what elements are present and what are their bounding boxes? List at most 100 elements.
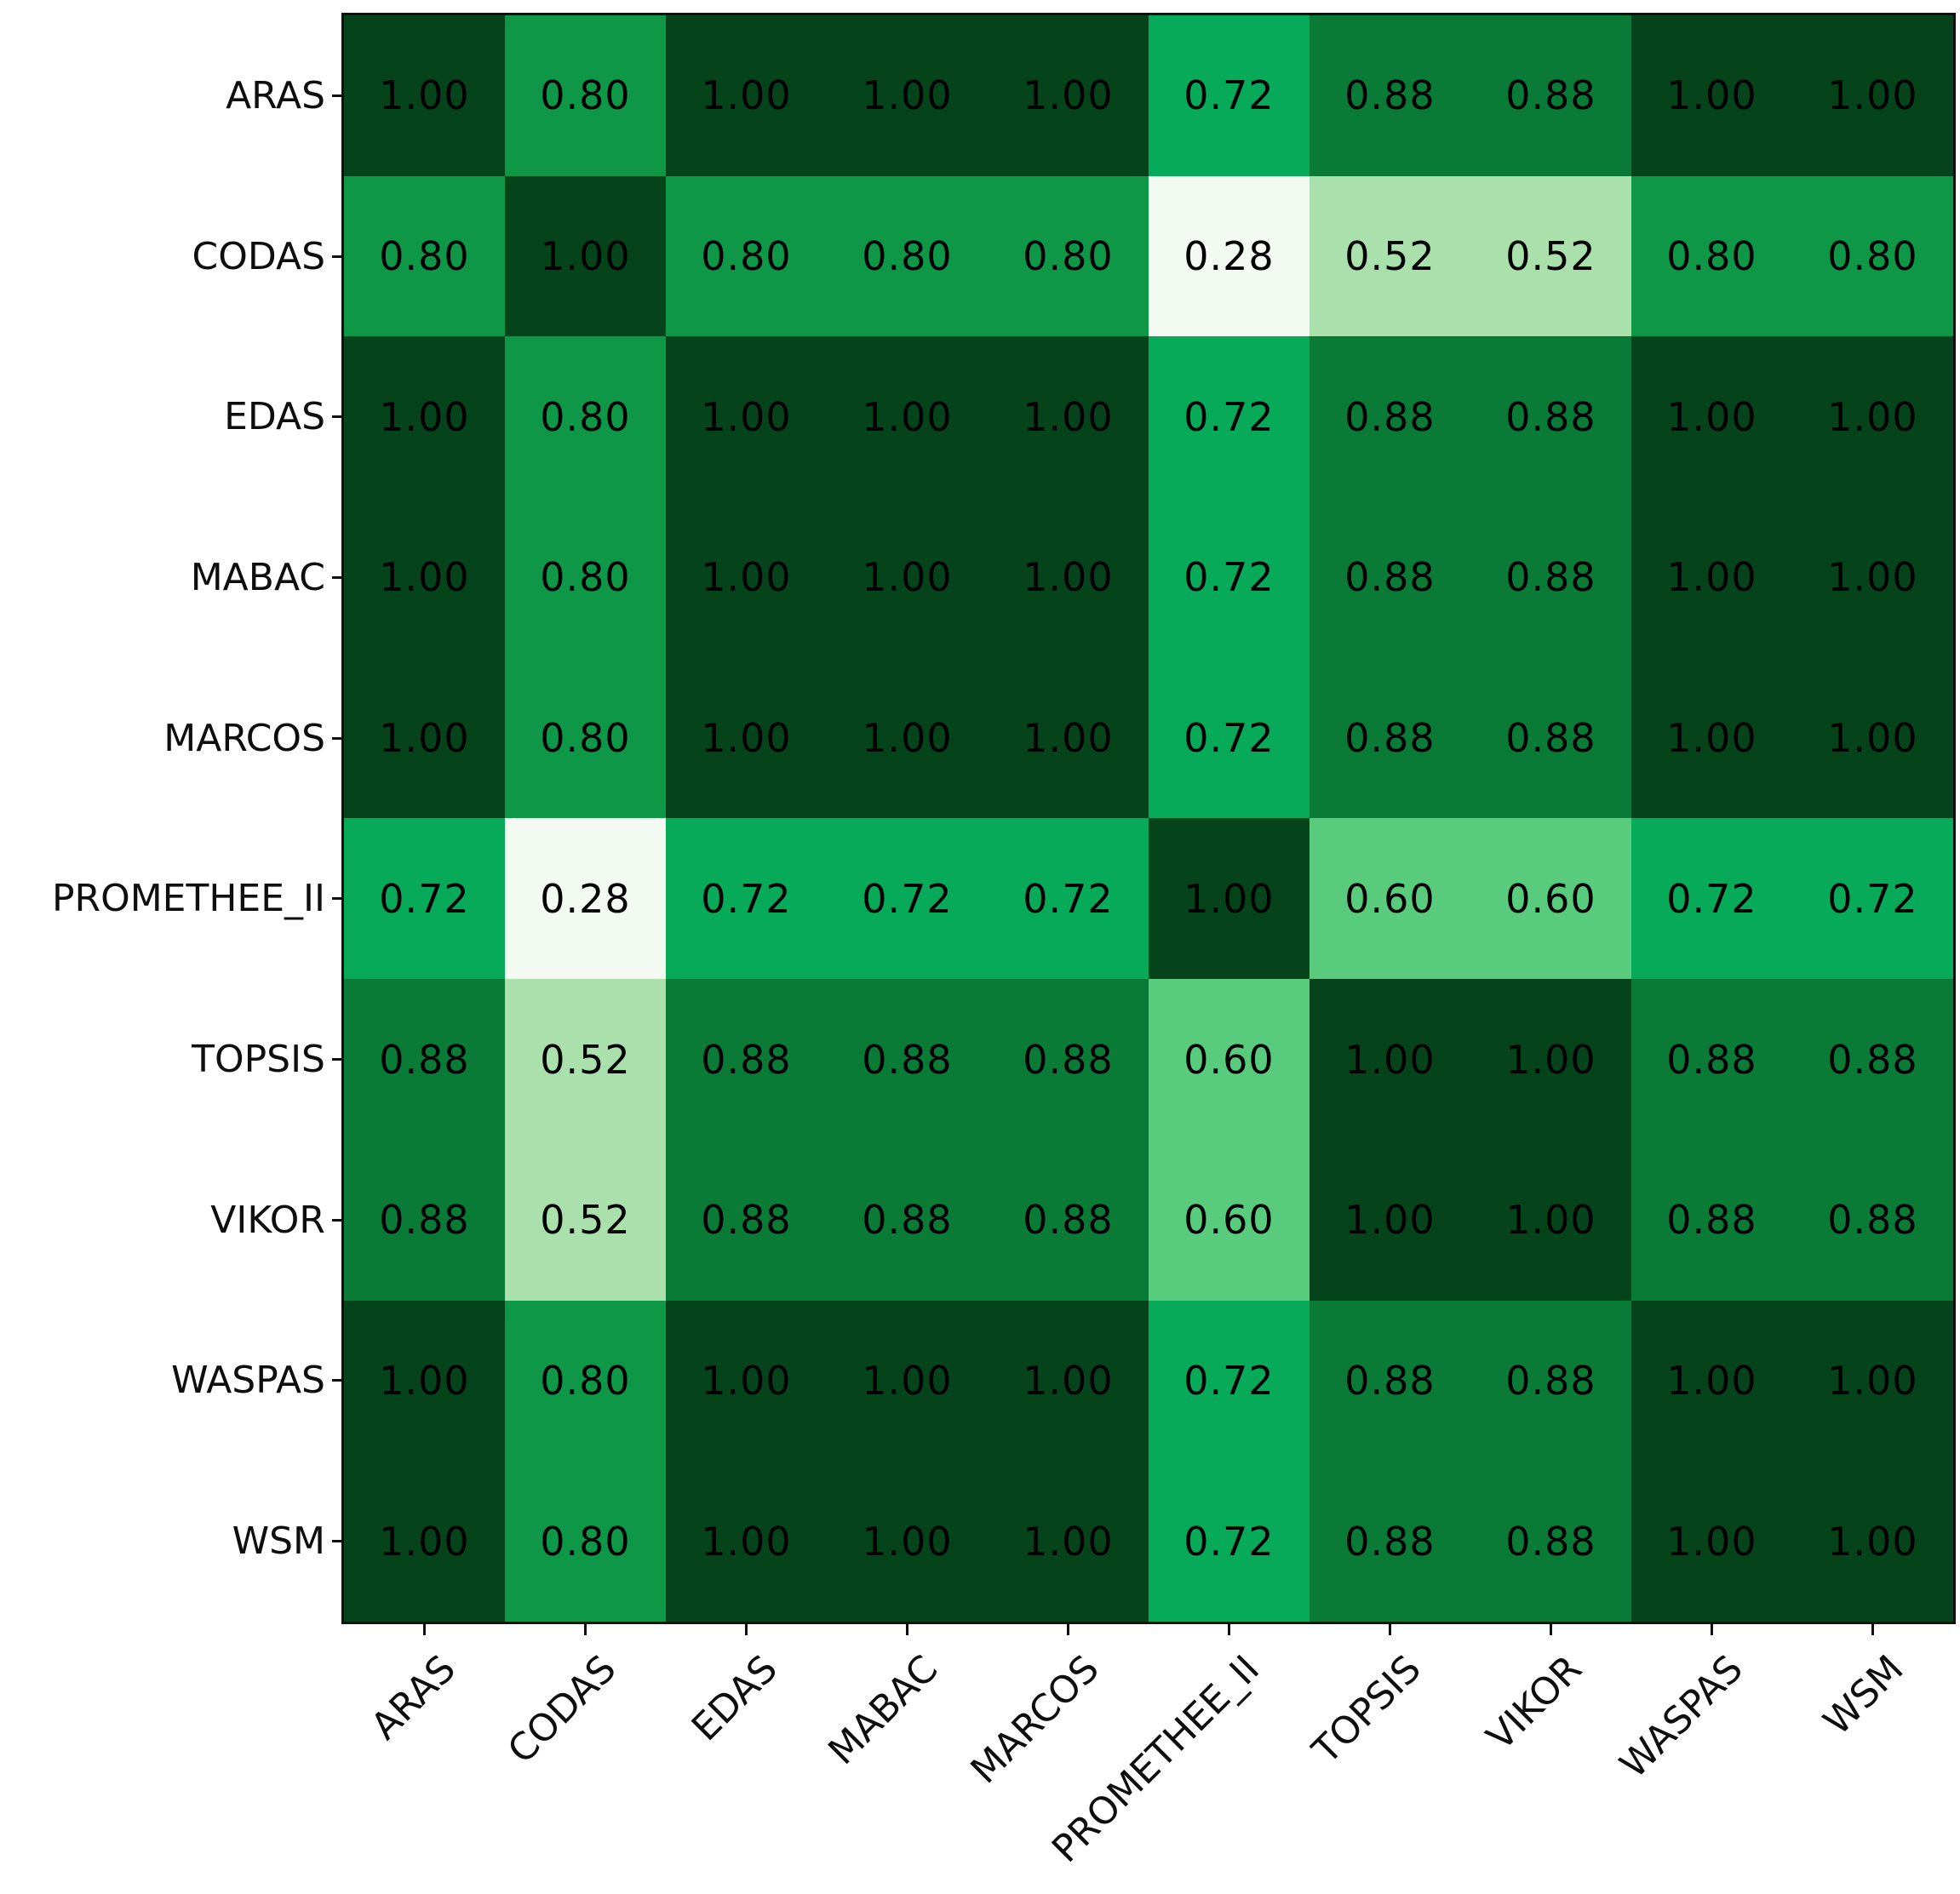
cell-value: 0.60 [1183,1036,1275,1083]
heatmap-cell: 1.00 [988,1300,1149,1462]
heatmap-cell: 0.88 [1310,1461,1470,1622]
cell-value: 0.72 [701,875,792,922]
cell-value: 1.00 [701,554,792,601]
heatmap-cell: 1.00 [1470,1139,1631,1301]
y-axis-labels: ARAS CODAS EDAS MABAC MARCOS PROMETHEE_II TOPS… [0,15,325,1622]
cell-value: 1.00 [1827,1518,1918,1565]
cell-value: 0.72 [1183,393,1275,440]
cell-value: 0.88 [379,1036,470,1083]
heatmap-cell: 0.80 [827,175,988,337]
x-tick [906,1622,908,1635]
cell-value: 0.52 [540,1197,631,1244]
heatmap-cell: 0.72 [1149,497,1310,658]
x-tick [423,1622,426,1635]
cell-value: 1.00 [862,554,953,601]
cell-value: 0.28 [540,875,631,922]
heatmap-cell: 1.00 [988,15,1149,176]
cell-value: 1.00 [701,393,792,440]
x-tick [1550,1622,1552,1635]
heatmap-cell: 0.88 [1470,336,1631,498]
y-tick [332,736,344,740]
cell-value: 0.88 [1505,1518,1596,1565]
cell-value: 0.88 [862,1036,953,1083]
cell-value: 1.00 [1666,1357,1757,1404]
row-label-topsis: TOPSIS [192,1038,325,1082]
heatmap-cell: 1.00 [988,1461,1149,1622]
heatmap-cell: 1.00 [988,497,1149,658]
cell-value: 0.88 [1505,715,1596,762]
heatmap-cell: 0.88 [827,979,988,1140]
x-tick [745,1622,748,1635]
cell-value: 1.00 [1023,72,1114,119]
cell-value: 1.00 [1023,393,1114,440]
row-label-wsm: WSM [232,1519,325,1564]
heatmap-cell: 1.00 [1631,497,1792,658]
cell-value: 1.00 [1827,1357,1918,1404]
heatmap-cell: 0.28 [1149,175,1310,337]
heatmap-cell: 0.72 [1149,1300,1310,1462]
cell-value: 1.00 [379,1518,470,1565]
heatmap-cell: 0.72 [1631,818,1792,980]
heatmap-cell: 1.00 [1792,15,1953,176]
heatmap-cell: 1.00 [1792,1300,1953,1462]
cell-value: 0.52 [1344,233,1436,280]
cell-value: 0.88 [1023,1036,1114,1083]
cell-value: 0.88 [1505,72,1596,119]
heatmap-cell: 0.72 [827,818,988,980]
row-label-vikor: VIKOR [210,1198,325,1242]
heatmap-cell: 0.88 [1310,657,1470,819]
heatmap-cell: 0.80 [344,175,505,337]
cell-value: 0.88 [1023,1197,1114,1244]
cell-value: 1.00 [701,72,792,119]
col-label-vikor: VIKOR [1478,1647,1590,1760]
heatmap-cell: 0.52 [1470,175,1631,337]
cell-value: 0.60 [1505,875,1596,922]
cell-value: 0.88 [1827,1036,1918,1083]
cell-value: 0.80 [1827,233,1918,280]
heatmap-cell: 1.00 [666,15,827,176]
cell-value: 0.80 [540,393,631,440]
cell-value: 1.00 [862,1357,953,1404]
cell-value: 0.72 [1183,554,1275,601]
heatmap-cell: 0.88 [1470,15,1631,176]
cell-value: 1.00 [701,1518,792,1565]
cell-value: 0.72 [862,875,953,922]
cell-value: 1.00 [1827,554,1918,601]
cell-value: 1.00 [540,233,631,280]
heatmap-cell: 1.00 [1631,657,1792,819]
cell-value: 0.88 [701,1197,792,1244]
cell-value: 0.72 [1183,715,1275,762]
heatmap-cell: 0.80 [1792,175,1953,337]
cell-value: 1.00 [1666,72,1757,119]
heatmap-cell: 0.80 [505,657,666,819]
heatmap-cell: 0.80 [666,175,827,337]
cell-value: 0.88 [1344,72,1436,119]
heatmap-cell: 0.72 [344,818,505,980]
cell-value: 0.60 [1344,875,1436,922]
heatmap-cell: 1.00 [666,1461,827,1622]
cell-value: 0.80 [862,233,953,280]
col-label-topsis: TOPSIS [1304,1647,1430,1773]
heatmap-cell: 1.00 [1792,1461,1953,1622]
cell-value: 1.00 [379,1357,470,1404]
heatmap-cell: 0.88 [1470,497,1631,658]
col-label-marcos: MARCOS [962,1647,1108,1793]
cell-value: 1.00 [1827,72,1918,119]
cell-value: 0.80 [540,715,631,762]
heatmap-cell: 1.00 [666,336,827,498]
heatmap-cell: 0.72 [1149,657,1310,819]
y-tick [332,415,344,419]
cell-value: 0.80 [540,1518,631,1565]
heatmap-cell: 1.00 [1310,1139,1470,1301]
col-label-aras: ARAS [362,1647,464,1748]
cell-value: 1.00 [379,393,470,440]
col-label-mabac: MABAC [820,1647,947,1773]
heatmap-cell: 1.00 [344,1461,505,1622]
heatmap-cell: 1.00 [666,497,827,658]
cell-value: 0.88 [379,1197,470,1244]
row-label-edas: EDAS [224,395,325,439]
heatmap-cell: 0.72 [1792,818,1953,980]
cell-value: 1.00 [1666,715,1757,762]
heatmap-cell: 1.00 [1631,15,1792,176]
